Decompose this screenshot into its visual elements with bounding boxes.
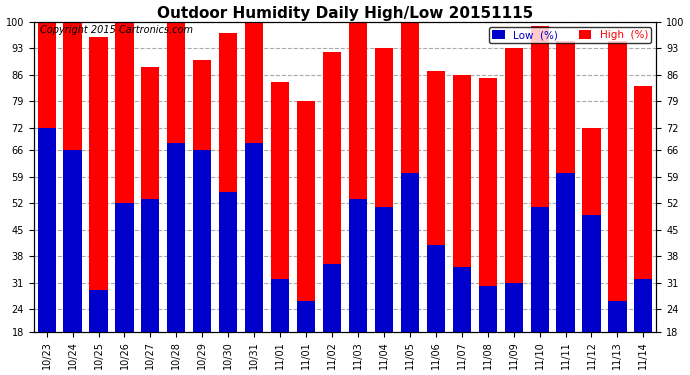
- Bar: [609, 302, 627, 375]
- Bar: [556, 40, 575, 375]
- Bar: [90, 290, 108, 375]
- Bar: [63, 150, 81, 375]
- Bar: [375, 207, 393, 375]
- Bar: [297, 101, 315, 375]
- Legend: Low  (%), High  (%): Low (%), High (%): [489, 27, 651, 43]
- Bar: [141, 67, 159, 375]
- Title: Outdoor Humidity Daily High/Low 20151115: Outdoor Humidity Daily High/Low 20151115: [157, 6, 533, 21]
- Text: Copyright 2015 Cartronics.com: Copyright 2015 Cartronics.com: [40, 25, 193, 35]
- Bar: [375, 48, 393, 375]
- Bar: [634, 279, 653, 375]
- Bar: [582, 214, 600, 375]
- Bar: [245, 143, 264, 375]
- Bar: [401, 173, 419, 375]
- Bar: [401, 22, 419, 375]
- Bar: [531, 207, 549, 375]
- Bar: [90, 37, 108, 375]
- Bar: [167, 143, 186, 375]
- Bar: [193, 60, 211, 375]
- Bar: [453, 267, 471, 375]
- Bar: [426, 71, 445, 375]
- Bar: [141, 200, 159, 375]
- Bar: [63, 22, 81, 375]
- Bar: [453, 75, 471, 375]
- Bar: [582, 128, 600, 375]
- Bar: [479, 78, 497, 375]
- Bar: [323, 52, 341, 375]
- Bar: [349, 22, 367, 375]
- Bar: [271, 82, 289, 375]
- Bar: [426, 245, 445, 375]
- Bar: [531, 26, 549, 375]
- Bar: [504, 283, 523, 375]
- Bar: [479, 286, 497, 375]
- Bar: [219, 192, 237, 375]
- Bar: [297, 302, 315, 375]
- Bar: [556, 173, 575, 375]
- Bar: [349, 200, 367, 375]
- Bar: [37, 128, 56, 375]
- Bar: [115, 22, 134, 375]
- Bar: [167, 22, 186, 375]
- Bar: [193, 150, 211, 375]
- Bar: [37, 22, 56, 375]
- Bar: [323, 264, 341, 375]
- Bar: [634, 86, 653, 375]
- Bar: [609, 40, 627, 375]
- Bar: [245, 22, 264, 375]
- Bar: [504, 48, 523, 375]
- Bar: [219, 33, 237, 375]
- Bar: [115, 203, 134, 375]
- Bar: [271, 279, 289, 375]
